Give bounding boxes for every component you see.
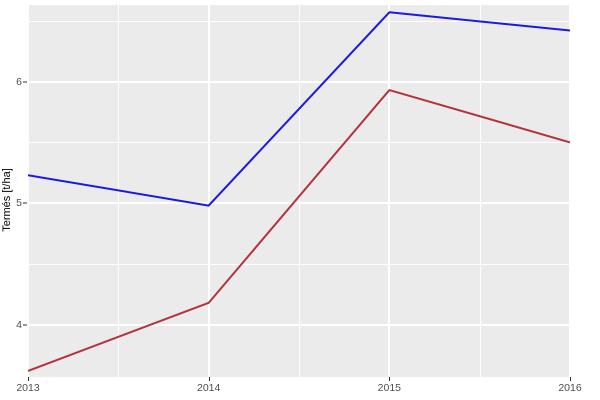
gridline-major-vertical [207,5,210,377]
gridline-major-vertical [388,5,391,377]
x-axis-tick-mark [570,377,571,381]
y-axis-tick-mark [23,324,27,326]
x-axis-tick-label: 2016 [558,382,582,394]
x-axis-tick-mark [389,377,391,381]
series-line-red-series [28,89,570,372]
x-axis: 2013 2014 2015 2016 [16,377,582,400]
y-axis-tick-mark [23,81,27,83]
series-line-blue-series [28,11,570,207]
y-axis-tick-labels: 4 5 6 [8,0,22,400]
y-axis-tick-mark [23,202,27,204]
y-axis-tick-label: 5 [16,197,22,210]
x-axis-tick-label: 2013 [16,382,40,394]
x-axis-tick-mark [28,377,29,381]
x-axis-tick-label: 2014 [196,382,221,394]
gridline-major-vertical [569,5,570,377]
gridline-minor-vertical [299,5,300,377]
series-layer [28,11,570,372]
gridline-minor-vertical [479,5,481,377]
y-axis-tick-label: 4 [16,318,22,331]
x-axis-tick-mark [208,377,210,381]
y-axis-tick-label: 6 [16,75,22,88]
x-axis-tick-label: 2015 [377,382,402,394]
plot-panel [28,5,570,377]
gridline-major-vertical [28,5,29,377]
